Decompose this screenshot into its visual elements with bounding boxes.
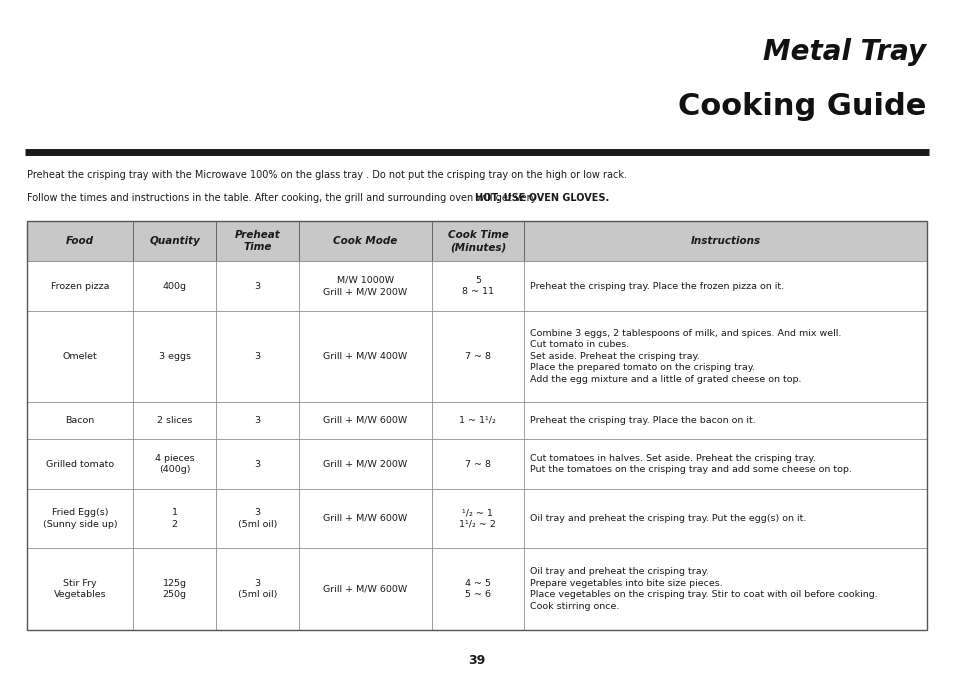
Text: Oil tray and preheat the crisping tray.
Prepare vegetables into bite size pieces: Oil tray and preheat the crisping tray. … (529, 567, 877, 610)
Bar (133, 489, 215, 548)
Text: Cooking Guide: Cooking Guide (677, 92, 925, 121)
Text: Follow the times and instructions in the table. After cooking, the grill and sur: Follow the times and instructions in the… (27, 193, 539, 203)
Text: 3: 3 (254, 460, 260, 469)
Bar (27, 489, 133, 548)
Text: Preheat
Time: Preheat Time (234, 230, 280, 252)
Bar (215, 402, 298, 439)
Bar (523, 489, 926, 548)
Text: Cook Mode: Cook Mode (333, 236, 397, 246)
Bar (27, 221, 926, 630)
Bar (298, 402, 432, 439)
Bar (432, 261, 523, 311)
Bar (432, 311, 523, 402)
Text: 1 ~ 1¹/₂: 1 ~ 1¹/₂ (459, 416, 496, 425)
Text: Quantity: Quantity (149, 236, 200, 246)
Bar (215, 311, 298, 402)
Text: 1
2: 1 2 (172, 508, 177, 529)
Text: Grill + M/W 200W: Grill + M/W 200W (323, 460, 407, 469)
Bar (432, 548, 523, 630)
Text: 2 slices: 2 slices (156, 416, 193, 425)
Text: Grill + M/W 600W: Grill + M/W 600W (323, 514, 407, 523)
Bar (298, 221, 432, 261)
Text: Frozen pizza: Frozen pizza (51, 282, 110, 291)
Bar (133, 548, 215, 630)
Bar (523, 261, 926, 311)
Bar (133, 402, 215, 439)
Bar (523, 311, 926, 402)
Bar (432, 402, 523, 439)
Text: ¹/₂ ~ 1
1¹/₂ ~ 2: ¹/₂ ~ 1 1¹/₂ ~ 2 (459, 508, 496, 529)
Text: Bacon: Bacon (66, 416, 94, 425)
Bar (27, 402, 133, 439)
Text: Grill + M/W 600W: Grill + M/W 600W (323, 416, 407, 425)
Text: HOT. USE OVEN GLOVES.: HOT. USE OVEN GLOVES. (475, 193, 609, 203)
Text: 3: 3 (254, 416, 260, 425)
Text: 3: 3 (254, 352, 260, 361)
Bar (432, 221, 523, 261)
Bar (215, 489, 298, 548)
Bar (432, 489, 523, 548)
Bar (523, 439, 926, 489)
Text: Instructions: Instructions (690, 236, 760, 246)
Text: Preheat the crisping tray. Place the bacon on it.: Preheat the crisping tray. Place the bac… (529, 416, 755, 425)
Text: 3: 3 (254, 282, 260, 291)
Bar (215, 548, 298, 630)
Text: Preheat the crisping tray with the Microwave 100% on the glass tray . Do not put: Preheat the crisping tray with the Micro… (27, 170, 626, 180)
Text: Cook Time
(Minutes): Cook Time (Minutes) (447, 230, 508, 252)
Text: M/W 1000W
Grill + M/W 200W: M/W 1000W Grill + M/W 200W (323, 276, 407, 296)
Text: 7 ~ 8: 7 ~ 8 (464, 352, 491, 361)
Bar (215, 439, 298, 489)
Text: 4 ~ 5
5 ~ 6: 4 ~ 5 5 ~ 6 (464, 578, 491, 599)
Text: 5
8 ~ 11: 5 8 ~ 11 (461, 276, 494, 296)
Text: Fried Egg(s)
(Sunny side up): Fried Egg(s) (Sunny side up) (43, 508, 117, 529)
Text: 7 ~ 8: 7 ~ 8 (464, 460, 491, 469)
Text: 400g: 400g (162, 282, 187, 291)
Text: Food: Food (66, 236, 94, 246)
Bar (298, 311, 432, 402)
Bar (215, 261, 298, 311)
Bar (298, 261, 432, 311)
Bar (133, 221, 215, 261)
Text: 3 eggs: 3 eggs (158, 352, 191, 361)
Text: Oil tray and preheat the crisping tray. Put the egg(s) on it.: Oil tray and preheat the crisping tray. … (529, 514, 805, 523)
Text: Preheat the crisping tray. Place the frozen pizza on it.: Preheat the crisping tray. Place the fro… (529, 282, 783, 291)
Bar (27, 261, 133, 311)
Text: 39: 39 (468, 653, 485, 666)
Text: 3
(5ml oil): 3 (5ml oil) (237, 508, 276, 529)
Bar (523, 402, 926, 439)
Text: Omelet: Omelet (63, 352, 97, 361)
Text: 125g
250g: 125g 250g (162, 578, 187, 599)
Text: Metal Tray: Metal Tray (762, 38, 925, 66)
Text: 4 pieces
(400g): 4 pieces (400g) (154, 454, 194, 474)
Text: Stir Fry
Vegetables: Stir Fry Vegetables (53, 578, 107, 599)
Bar (215, 221, 298, 261)
Bar (27, 548, 133, 630)
Bar (27, 221, 133, 261)
Text: Grilled tomato: Grilled tomato (46, 460, 114, 469)
Bar (133, 311, 215, 402)
Bar (133, 439, 215, 489)
Bar (298, 548, 432, 630)
Bar (27, 439, 133, 489)
Text: 3
(5ml oil): 3 (5ml oil) (237, 578, 276, 599)
Text: Grill + M/W 400W: Grill + M/W 400W (323, 352, 407, 361)
Bar (298, 489, 432, 548)
Bar (27, 311, 133, 402)
Text: Grill + M/W 600W: Grill + M/W 600W (323, 584, 407, 593)
Bar (523, 221, 926, 261)
Text: Cut tomatoes in halves. Set aside. Preheat the crisping tray.
Put the tomatoes o: Cut tomatoes in halves. Set aside. Prehe… (529, 454, 851, 474)
Text: Combine 3 eggs, 2 tablespoons of milk, and spices. And mix well.
Cut tomato in c: Combine 3 eggs, 2 tablespoons of milk, a… (529, 329, 841, 384)
Bar (298, 439, 432, 489)
Bar (432, 439, 523, 489)
Bar (523, 548, 926, 630)
Bar (133, 261, 215, 311)
